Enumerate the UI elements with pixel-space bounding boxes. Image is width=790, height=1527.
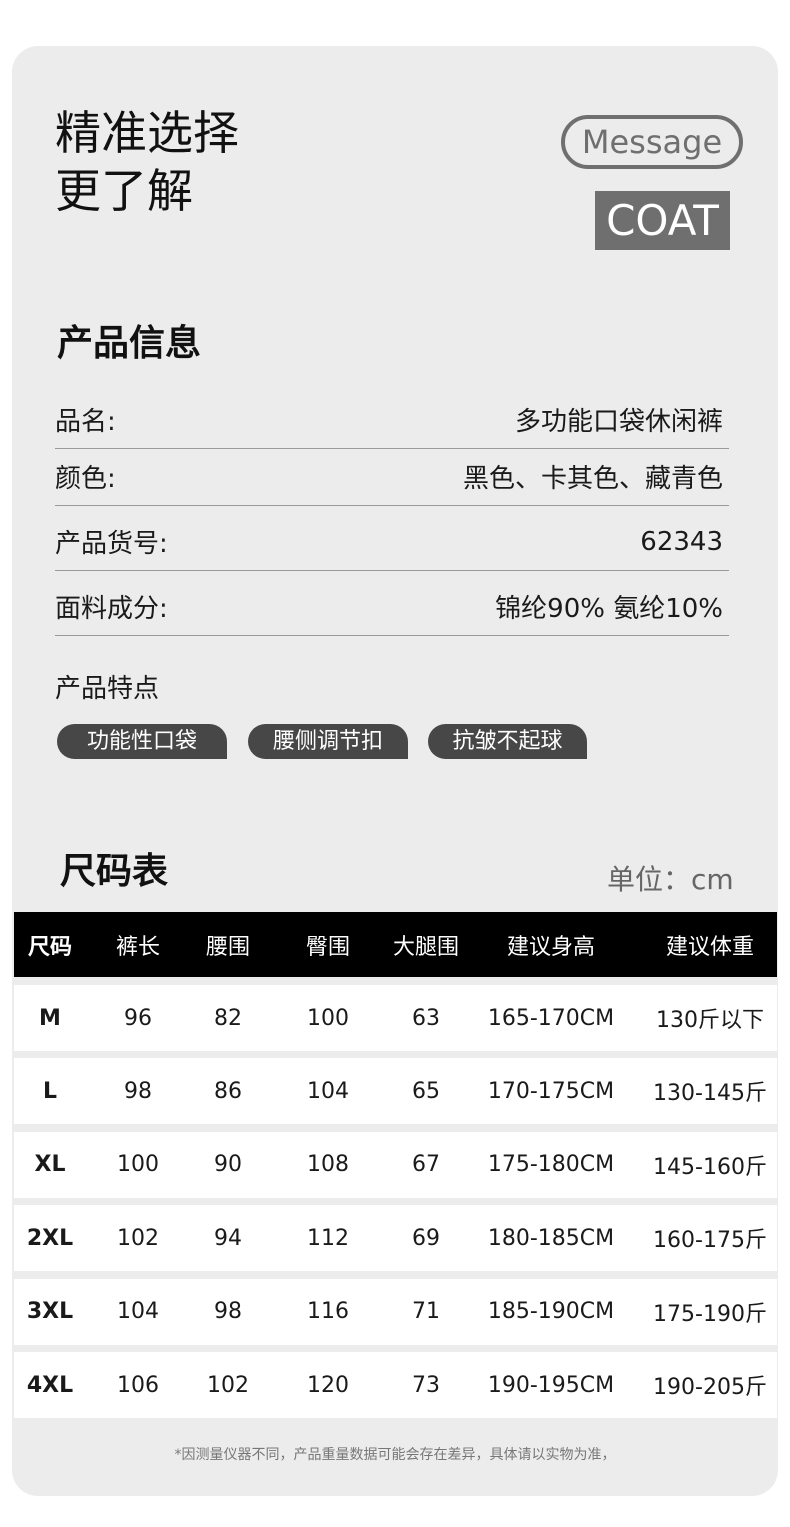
table-cell: 170-175CM (487, 1078, 615, 1104)
coat-badge: COAT (595, 191, 730, 250)
info-label: 颜色: (55, 464, 116, 494)
info-row: 品名: 多功能口袋休闲裤 (55, 391, 729, 449)
table-cell: L (42, 1078, 58, 1104)
table-cell: 4XL (26, 1372, 74, 1398)
table-cell: 190-205斤 (653, 1375, 767, 1400)
column-header: 臀围 (305, 934, 351, 960)
table-cell: 86 (214, 1078, 242, 1104)
table-cell: 90 (214, 1152, 242, 1178)
table-cell: 160-175斤 (653, 1228, 767, 1254)
hero-line-1: 精准选择 (55, 106, 239, 160)
info-value: 黑色、卡其色、藏青色 (462, 464, 723, 494)
table-cell: 180-185CM (487, 1225, 615, 1251)
table-cell: 145-160斤 (653, 1154, 767, 1180)
table-cell: 116 (307, 1299, 349, 1325)
table-cell: 98 (124, 1078, 152, 1104)
table-row: 2XL 102 94 112 69 180-185CM 160-175斤 (14, 1205, 777, 1272)
table-cell: 100 (307, 1005, 349, 1031)
product-info-title: 产品信息 (57, 323, 202, 364)
info-row: 面料成分: 锦纶90% 氨纶10% (55, 578, 729, 636)
table-cell: 120 (307, 1372, 349, 1398)
info-label: 产品货号: (55, 529, 168, 559)
message-badge: Message (561, 115, 743, 169)
table-cell: 104 (117, 1299, 159, 1325)
info-value: 多功能口袋休闲裤 (514, 407, 723, 437)
size-table-header: 尺码 裤长 腰围 臀围 大腿围 建议身高 建议体重 (14, 912, 777, 977)
size-chart-title: 尺码表 (60, 851, 169, 892)
table-cell: 104 (307, 1078, 349, 1104)
feature-tag: 抗皱不起球 (428, 724, 587, 759)
info-label: 面料成分: (55, 594, 168, 624)
info-row: 产品货号: 62343 (55, 513, 729, 571)
table-cell: 175-180CM (487, 1152, 615, 1178)
table-cell: 96 (124, 1005, 152, 1031)
table-cell: 112 (307, 1225, 349, 1251)
table-cell: 71 (412, 1299, 440, 1325)
table-row: 4XL 106 102 120 73 190-195CM 190-205斤 (14, 1352, 777, 1418)
feature-tag: 腰侧调节扣 (248, 724, 408, 759)
feature-tag: 功能性口袋 (57, 724, 227, 759)
table-row: M 96 82 100 63 165-170CM 130斤以下 (14, 985, 777, 1051)
column-header: 建议体重 (665, 934, 755, 960)
hero-line-2: 更了解 (55, 164, 193, 218)
table-cell: 130斤以下 (656, 1008, 764, 1033)
table-cell: 185-190CM (487, 1299, 615, 1325)
table-cell: 130-145斤 (653, 1081, 767, 1107)
hero-title: 精准选择 更了解 (55, 104, 239, 220)
table-cell: 108 (307, 1152, 349, 1178)
disclaimer-note: *因测量仪器不同，产品重量数据可能会存在差异，具体请以实物为准， (174, 1447, 616, 1463)
table-cell: 2XL (26, 1225, 74, 1251)
table-cell: 100 (117, 1152, 159, 1178)
info-value: 锦纶90% 氨纶10% (495, 594, 723, 624)
column-header: 腰围 (205, 934, 251, 960)
table-row: 3XL 104 98 116 71 185-190CM 175-190斤 (14, 1278, 777, 1345)
table-cell: XL (34, 1152, 66, 1178)
table-cell: 69 (412, 1225, 440, 1251)
info-row: 颜色: 黑色、卡其色、藏青色 (55, 448, 729, 506)
info-label: 品名: (55, 407, 116, 437)
info-value: 62343 (640, 526, 723, 557)
table-cell: M (39, 1005, 61, 1031)
table-cell: 106 (117, 1372, 159, 1398)
table-cell: 98 (214, 1299, 242, 1325)
table-cell: 165-170CM (487, 1005, 615, 1031)
table-cell: 94 (214, 1225, 242, 1251)
column-header: 大腿围 (392, 934, 460, 960)
table-cell: 190-195CM (487, 1372, 615, 1398)
table-row: XL 100 90 108 67 175-180CM 145-160斤 (14, 1131, 777, 1198)
unit-label: 单位：cm (607, 863, 734, 896)
table-cell: 3XL (26, 1299, 74, 1325)
column-header: 建议身高 (506, 934, 596, 960)
column-header: 尺码 (27, 934, 73, 960)
table-cell: 175-190斤 (653, 1301, 767, 1327)
table-cell: 63 (412, 1005, 440, 1031)
table-cell: 67 (412, 1152, 440, 1178)
table-cell: 73 (412, 1372, 440, 1398)
table-cell: 102 (207, 1372, 249, 1398)
table-cell: 65 (412, 1078, 440, 1104)
table-cell: 82 (214, 1005, 242, 1031)
column-header: 裤长 (115, 934, 161, 960)
table-row: L 98 86 104 65 170-175CM 130-145斤 (14, 1058, 777, 1125)
features-label: 产品特点 (55, 674, 160, 704)
table-cell: 102 (117, 1225, 159, 1251)
